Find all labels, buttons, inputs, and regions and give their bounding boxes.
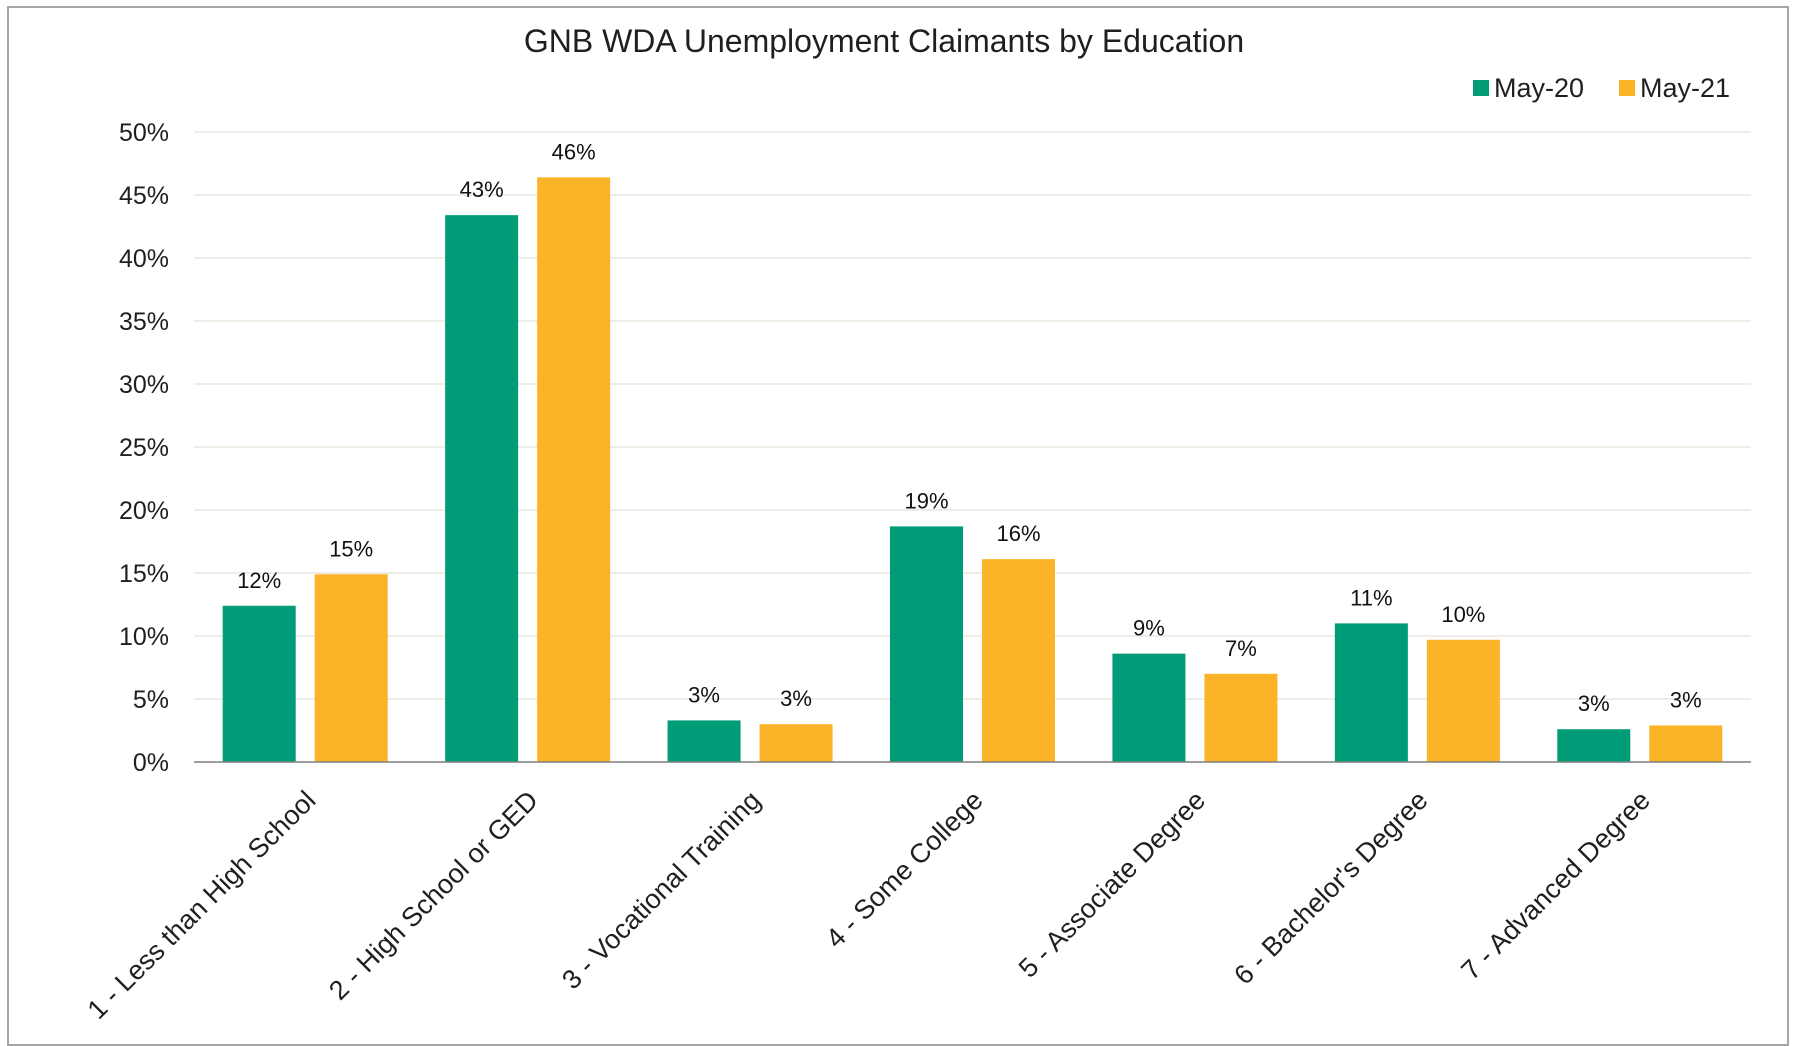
data-label: 3% xyxy=(688,682,720,707)
gridlines xyxy=(194,131,1751,700)
bar-may-21 xyxy=(759,724,833,762)
x-tick-label: 2 - High School or GED xyxy=(323,785,544,1006)
legend-swatch xyxy=(1473,80,1489,96)
data-label: 11% xyxy=(1350,585,1392,610)
x-tick-label: 4 - Some College xyxy=(820,785,989,954)
x-tick-label: 5 - Associate Degree xyxy=(1013,785,1211,983)
data-labels: 12% 15% 43% 46% 3% 3% 19% 16% 9% 7% 11% 10% 3% 3% xyxy=(237,139,1701,716)
y-tick-label: 10% xyxy=(119,623,169,651)
x-tick-label: 7 - Advanced Degree xyxy=(1455,785,1656,986)
bar-may-21 xyxy=(1204,673,1278,762)
y-tick-label: 15% xyxy=(119,560,169,588)
bar-may-20 xyxy=(445,215,519,762)
data-label: 3% xyxy=(1670,687,1702,712)
bars xyxy=(222,177,1723,763)
bar-may-21 xyxy=(314,574,388,762)
data-label: 46% xyxy=(552,139,596,164)
bar-may-21 xyxy=(982,559,1055,762)
bar-may-20 xyxy=(1334,623,1408,762)
y-tick-label: 5% xyxy=(133,686,169,714)
legend-label: May-20 xyxy=(1494,73,1584,103)
bar-may-21 xyxy=(1426,639,1500,762)
data-label: 43% xyxy=(460,177,504,202)
x-tick-label: 3 - Vocational Training xyxy=(556,785,766,995)
y-tick-label: 30% xyxy=(119,371,169,399)
y-tick-label: 50% xyxy=(119,119,169,147)
y-axis: 0% 5% 10% 15% 20% 25% 30% 35% 40% 45% 50% xyxy=(119,119,169,777)
y-tick-label: 35% xyxy=(119,308,169,336)
bar-may-20 xyxy=(1557,729,1631,762)
bar-may-20 xyxy=(890,526,963,762)
y-tick-label: 0% xyxy=(133,749,169,777)
data-label: 15% xyxy=(329,536,373,561)
chart-title: GNB WDA Unemployment Claimants by Educat… xyxy=(524,23,1244,59)
x-axis: 1 - Less than High School 2 - High School… xyxy=(82,761,1751,1025)
x-tick-label: 1 - Less than High School xyxy=(82,785,322,1025)
bar-may-20 xyxy=(1112,653,1186,762)
chart-svg: GNB WDA Unemployment Claimants by Educat… xyxy=(82,23,1751,1025)
chart-frame: GNB WDA Unemployment Claimants by Educat… xyxy=(7,6,1789,1046)
x-tick-label: 6 - Bachelor's Degree xyxy=(1228,785,1433,990)
data-label: 10% xyxy=(1441,602,1485,627)
y-tick-label: 20% xyxy=(119,497,169,525)
y-tick-label: 45% xyxy=(119,182,169,210)
data-label: 7% xyxy=(1225,636,1257,661)
legend-item: May-20 xyxy=(1473,73,1584,103)
y-tick-label: 40% xyxy=(119,245,169,273)
legend-swatch xyxy=(1619,80,1635,96)
bar-may-21 xyxy=(537,177,611,763)
data-label: 12% xyxy=(237,568,281,593)
legend-label: May-21 xyxy=(1640,73,1730,103)
data-label: 16% xyxy=(996,521,1040,546)
data-label: 19% xyxy=(904,488,948,513)
legend: May-20 May-21 xyxy=(1473,73,1730,103)
bar-may-20 xyxy=(667,720,741,762)
data-label: 3% xyxy=(780,686,812,711)
bar-may-21 xyxy=(1649,725,1723,762)
data-label: 9% xyxy=(1133,616,1165,641)
y-tick-label: 25% xyxy=(119,434,169,462)
data-label: 3% xyxy=(1578,691,1610,716)
bar-may-20 xyxy=(222,605,296,762)
legend-item: May-21 xyxy=(1619,73,1730,103)
